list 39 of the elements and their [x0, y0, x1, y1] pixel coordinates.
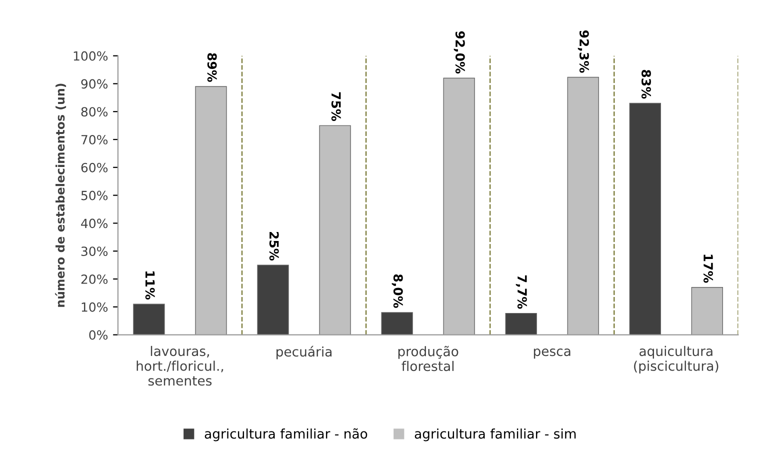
legend-label: agricultura familiar - sim	[414, 428, 576, 442]
data-label: 7,7%	[516, 275, 527, 309]
x-tick-label: lavouras, hort./floricul., sementes	[136, 346, 224, 386]
y-tick-label: 10%	[82, 302, 108, 312]
bar	[505, 312, 537, 335]
y-tick-label: 70%	[81, 134, 108, 144]
bar	[257, 264, 289, 335]
bar	[691, 287, 724, 335]
bar	[629, 102, 661, 335]
data-label: 11%	[145, 271, 155, 300]
bar	[443, 78, 475, 335]
y-axis-title: número de estabelecimentos (un)	[55, 84, 66, 307]
y-tick-label: 40%	[81, 218, 108, 228]
bar	[133, 304, 165, 335]
x-tick-label: pecuária	[276, 346, 332, 360]
bar	[319, 125, 351, 335]
data-label: 92,0%	[454, 31, 465, 74]
y-tick-label: 90%	[81, 79, 108, 89]
y-tick-label: 100%	[74, 51, 108, 61]
data-label: 75%	[331, 92, 341, 121]
y-tick-label: 20%	[81, 274, 108, 284]
x-tick-label: produção florestal	[398, 346, 458, 372]
y-tick-label: 50%	[81, 190, 108, 200]
legend-label: agricultura familiar - não	[204, 428, 368, 442]
data-label: 83%	[642, 70, 651, 99]
data-label: 17%	[704, 254, 713, 283]
x-tick-label: aquicultura (piscicultura)	[634, 346, 718, 374]
x-tick-label: pesca	[534, 348, 570, 359]
data-label: 25%	[269, 232, 279, 260]
data-label: 89%	[207, 53, 217, 82]
data-label: 92,3%	[578, 30, 589, 73]
y-tick-label: 60%	[81, 162, 108, 172]
y-tick-label: 80%	[81, 107, 108, 117]
bar	[567, 76, 599, 335]
bar	[195, 86, 227, 335]
data-label: 8,0%	[392, 274, 403, 308]
y-tick-label: 30%	[81, 246, 108, 256]
y-tick-label: 0%	[89, 330, 108, 340]
bar	[381, 312, 413, 335]
